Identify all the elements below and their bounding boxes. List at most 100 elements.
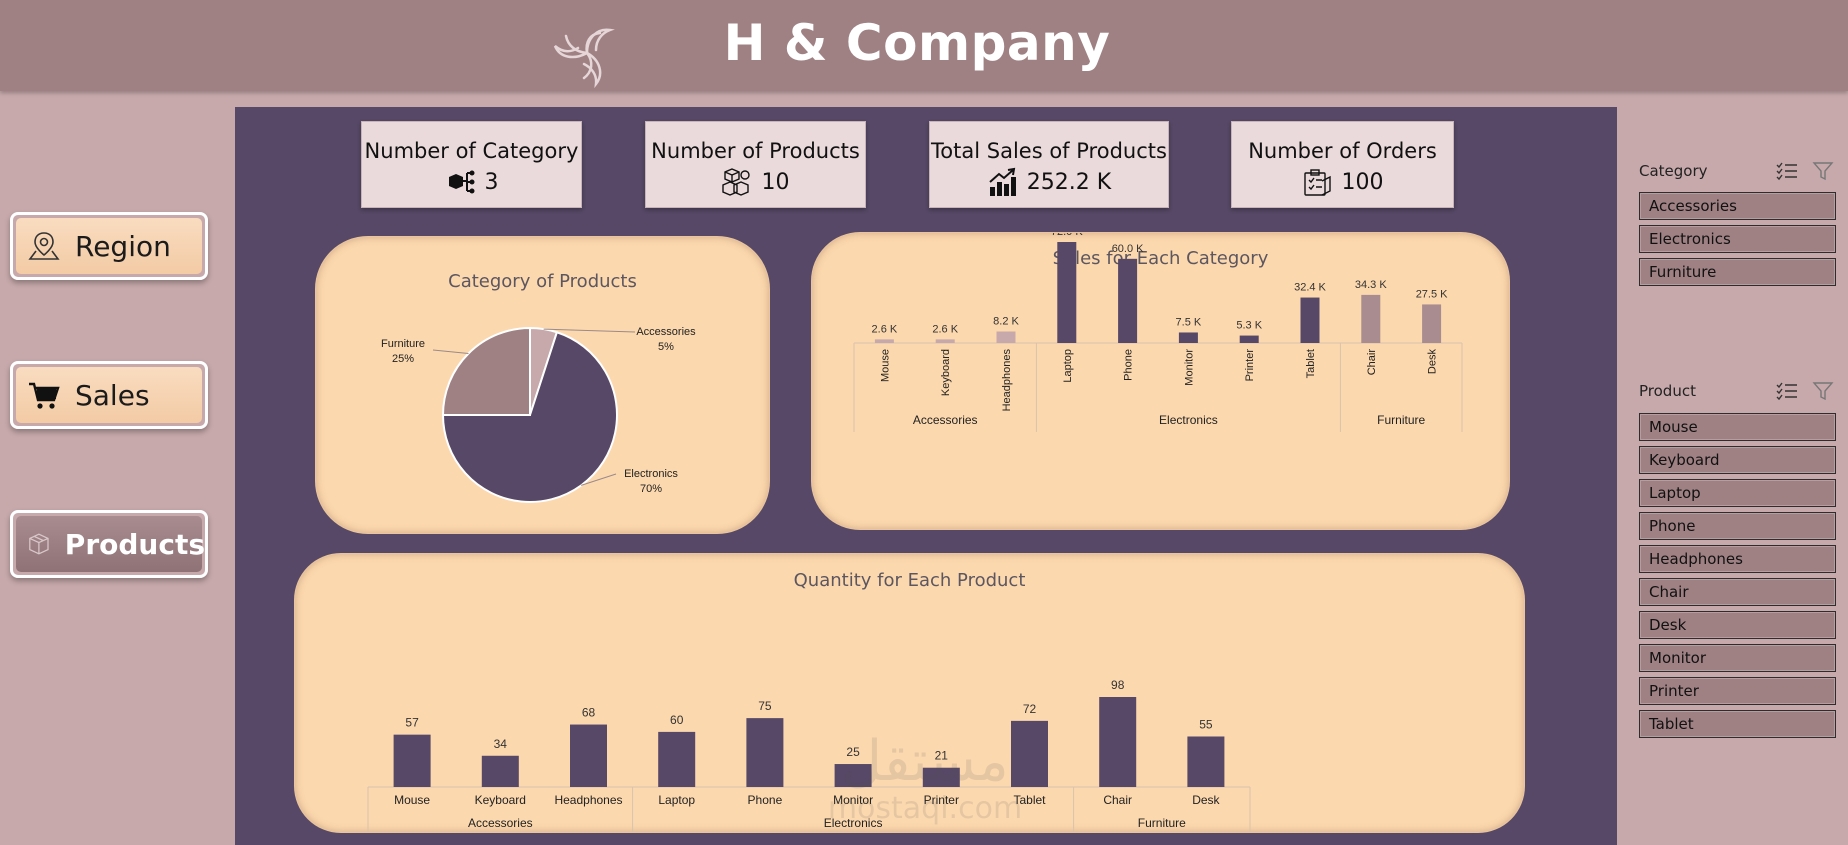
leader-line [543,328,636,333]
tick-label: Keyboard [475,793,526,807]
slicer-item-product[interactable]: Mouse [1639,413,1836,441]
tick-label: Desk [1192,793,1220,807]
slicer-title-category: Category [1639,162,1708,180]
bar [1178,332,1198,343]
bar [1422,304,1442,343]
bar [922,767,960,787]
nav-label-region: Region [75,229,171,263]
pie-chart: Accessories 5% Electronics 70% Furniture 25% [381,326,696,503]
data-label: 2.6 K [872,323,898,335]
data-label: 25 [846,745,860,759]
slice-label: Furniture [381,338,425,350]
pie-slice [441,326,531,416]
data-label: 27.5 K [1416,288,1448,300]
clear-filter-icon[interactable] [1812,381,1834,401]
bar [481,755,519,787]
data-label: 32.4 K [1294,282,1326,294]
map-pin-icon [28,232,60,260]
bar [1057,242,1077,343]
data-label: 72 [1023,702,1037,716]
data-label: 60.0 K [1112,243,1144,255]
pie-chart-panel: Category of Products Accessories 5% Electr… [316,237,769,533]
slicer-item-product[interactable]: Printer [1639,677,1836,705]
tick-label: Tablet [1013,793,1046,807]
kpi-title: Number of Orders [1248,139,1437,163]
chart-title: Sales for Each Category [1052,248,1269,269]
nav-button-region[interactable]: Region [10,212,208,280]
header-bar: H & Company [0,0,1848,91]
multi-select-icon[interactable] [1776,381,1798,401]
bar [570,724,607,787]
tick-label: Printer [1244,349,1256,382]
chart-title: Category of Products [448,271,637,292]
nav-label-products: Products [64,527,205,561]
slicer-item-product[interactable]: Desk [1639,611,1836,639]
slicer-item-category[interactable]: Accessories [1639,192,1836,220]
bar [1011,720,1048,787]
multi-select-icon[interactable] [1776,161,1798,181]
nav-button-products[interactable]: Products [10,510,208,578]
group-label: Accessories [468,816,533,830]
kpi-value: 252.2 K [1026,169,1112,195]
slice-label: Accessories [636,326,696,338]
tick-label: Laptop [1062,349,1074,383]
slicer-title-product: Product [1639,382,1696,400]
slicer-item-product[interactable]: Keyboard [1639,446,1836,474]
bar [1239,335,1259,343]
tick-label: Desk [1427,349,1439,375]
tick-label: Monitor [833,793,873,807]
bar [1099,697,1137,787]
tick-label: Laptop [658,793,695,807]
kpi-card-categories: Number of Category 3 [361,121,582,208]
slicer-item-category[interactable]: Furniture [1639,258,1836,286]
group-label: Electronics [1159,413,1218,427]
data-label: 7.5 K [1176,316,1202,328]
slicer-item-product[interactable]: Monitor [1639,644,1836,672]
nav-button-sales[interactable]: Sales [10,361,208,429]
slicer-item-product[interactable]: Laptop [1639,479,1836,507]
sales-chart-panel: Sales for Each Category 2.6 K Mouse 2.6 K K… [812,233,1509,529]
orders-icon [1303,169,1331,196]
bar [935,339,955,343]
kpi-value: 100 [1341,169,1384,195]
bar [834,764,872,787]
data-label: 21 [935,749,949,763]
tick-label: Keyboard [940,349,952,396]
data-label: 8.2 K [993,315,1019,327]
slicer-item-product[interactable]: Phone [1639,512,1836,540]
data-label: 72.0 K [1051,233,1083,238]
slice-value: 25% [392,353,414,365]
slicer-item-category[interactable]: Electronics [1639,225,1836,253]
bar [1361,294,1381,343]
quantity-chart-panel: Quantity for Each Product 57 Mouse 34 Keybo… [295,554,1524,832]
tick-label: Monitor [1183,349,1195,386]
box-icon [29,533,49,555]
slicer-item-product[interactable]: Chair [1639,578,1836,606]
group-label: Furniture [1377,413,1425,427]
data-label: 57 [405,716,419,730]
kpi-title: Total Sales of Products [931,139,1167,163]
bar [1118,258,1138,343]
hierarchy-icon [448,170,474,194]
kpi-card-total-sales: Total Sales of Products 252.2 K [929,121,1169,208]
slicer-item-product[interactable]: Tablet [1639,710,1836,738]
kpi-card-products: Number of Products 10 [645,121,866,208]
quantity-bar-chart: 57 Mouse 34 Keyboard 68 Headphones 60 Laptop 75 P… [367,678,1251,832]
kpi-value: 3 [484,169,499,195]
data-label: 98 [1111,678,1125,692]
growth-chart-icon [989,167,1016,196]
bar [1300,297,1320,343]
swirl-logo-icon [553,28,615,88]
data-label: 34.3 K [1355,279,1387,291]
bar [996,331,1016,343]
clear-filter-icon[interactable] [1812,161,1834,181]
nav-label-sales: Sales [75,378,150,412]
page-title: H & Company [723,14,1111,72]
leader-line [432,349,469,354]
kpi-title: Number of Products [651,139,860,163]
group-label: Electronics [824,816,883,830]
slice-label: Electronics [624,468,678,480]
data-label: 5.3 K [1236,320,1262,332]
slicer-item-product[interactable]: Headphones [1639,545,1836,573]
tick-label: Mouse [879,349,891,382]
